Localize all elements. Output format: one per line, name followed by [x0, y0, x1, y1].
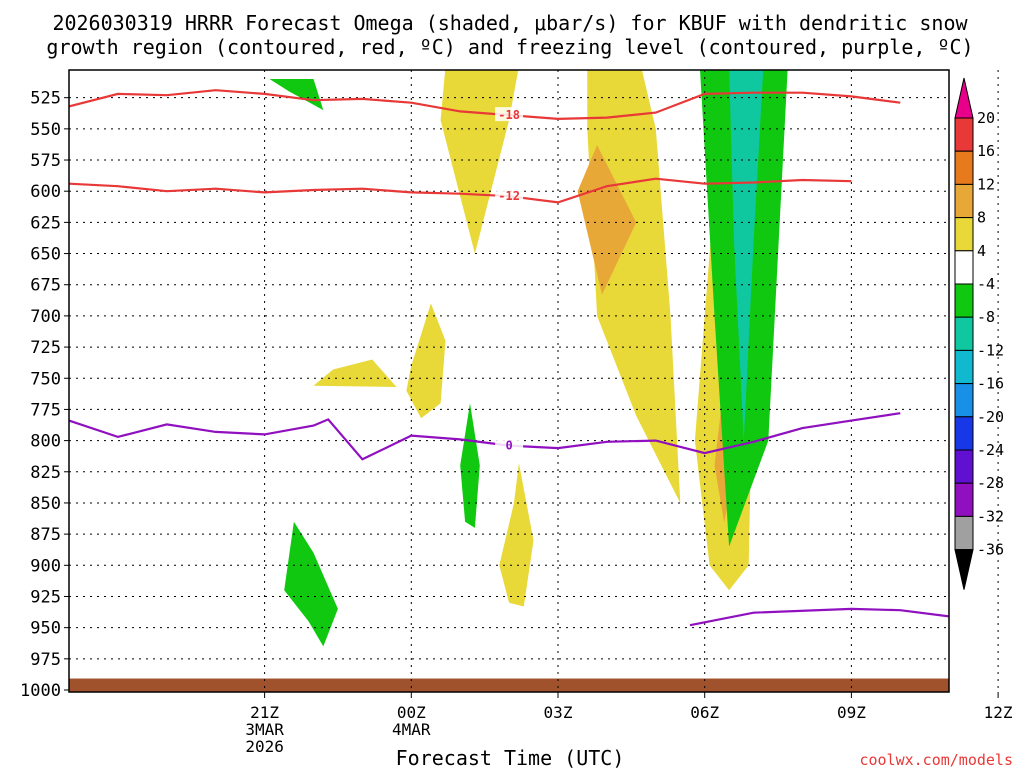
omega-region-6 [406, 303, 446, 419]
y-tick-label-900: 900 [30, 556, 61, 576]
y-tick-label-775: 775 [30, 400, 61, 420]
colorbar-swatch-1 [954, 117, 974, 152]
y-tick-label-575: 575 [30, 151, 61, 171]
colorbar-swatch-8 [954, 349, 974, 385]
dgz-contour-label-bg-1 [495, 188, 524, 203]
x-tick-label-06Z: 06Z [690, 703, 719, 722]
colorbar-label-10: -24 [977, 441, 1004, 459]
y-tick-label-750: 750 [30, 369, 61, 389]
colorbar-label-13: -36 [977, 541, 1004, 559]
dgz-contour-label-1: -12 [498, 189, 520, 203]
colorbar-label-3: 8 [977, 209, 986, 227]
colorbar-swatch-12 [954, 482, 974, 517]
colorbar: 20 16 12 8 4 -4 -8 -12 -16 -20 -24 -28 -32 -36 [954, 77, 1004, 590]
y-tick-label-625: 625 [30, 213, 61, 233]
freezing-level-contour-label-0: 0 [505, 439, 512, 453]
x-tick-label-09Z: 09Z [837, 703, 866, 722]
omega-region-2 [577, 145, 637, 295]
omega-shading [69, 70, 949, 692]
x-tick-label-00Z: 00Z [397, 703, 426, 722]
colorbar-top-triangle [954, 77, 974, 119]
colorbar-swatch-13 [954, 515, 974, 551]
colorbar-label-5: -4 [977, 275, 995, 293]
y-tick-label-725: 725 [30, 338, 61, 358]
omega-region-9 [729, 70, 764, 441]
colorbar-label-0: 20 [977, 109, 995, 127]
y-tick-label-925: 925 [30, 587, 61, 607]
colorbar-label-4: 4 [977, 242, 986, 260]
colorbar-swatch-9 [954, 383, 974, 418]
omega-region-5 [313, 359, 397, 387]
dgz-contour-0 [69, 89, 901, 121]
y-tick-label-850: 850 [30, 494, 61, 514]
colorbar-swatch-4 [954, 217, 974, 252]
colorbar-label-2: 12 [977, 175, 995, 193]
colorbar-swatch-7 [954, 316, 974, 351]
colorbar-bottom-triangle [954, 549, 974, 590]
y-tick-label-525: 525 [30, 89, 61, 109]
y-axis: 525 550 575 600 625 650 675 700 725 750 775 800 825 8… [20, 89, 69, 701]
dgz-contour-label-0: -18 [498, 108, 520, 122]
y-tick-label-675: 675 [30, 276, 61, 296]
freezing-level-contour-label-bg-0 [495, 437, 524, 452]
colorbar-label-8: -16 [977, 375, 1004, 393]
y-tick-label-700: 700 [30, 307, 61, 327]
colorbar-swatch-11 [954, 449, 974, 484]
x-axis-label: Forecast Time (UTC) [396, 746, 625, 768]
y-tick-label-875: 875 [30, 525, 61, 545]
colorbar-swatch-2 [954, 150, 974, 185]
x-tick-label-21Z: 21Z [250, 703, 279, 722]
colorbar-swatch-5 [954, 250, 974, 285]
colorbar-label-12: -32 [977, 507, 1004, 525]
colorbar-label-7: -12 [977, 341, 1004, 359]
terrain-strip [69, 678, 949, 692]
colorbar-swatch-3 [954, 183, 974, 219]
y-tick-label-550: 550 [30, 120, 61, 140]
colorbar-label-6: -8 [977, 308, 995, 326]
x-tick-year-21Z: 2026 [245, 737, 284, 756]
omega-region-12 [284, 521, 338, 647]
y-tick-label-650: 650 [30, 245, 61, 265]
freezing-level-contour-0 [69, 412, 901, 461]
x-tick-label-12Z: 12Z [984, 703, 1013, 722]
y-tick-label-825: 825 [30, 463, 61, 483]
omega-region-0 [440, 70, 519, 254]
y-tick-label-975: 975 [30, 650, 61, 670]
watermark: coolwx.com/models [859, 751, 1013, 768]
colorbar-swatch-6 [954, 283, 974, 318]
x-tick-sublabel-00Z: 4MAR [392, 720, 431, 739]
freezing-level-contour-1 [689, 607, 949, 627]
grid-lines [69, 70, 999, 692]
colorbar-swatch-10 [954, 416, 974, 451]
dgz-contour-1 [69, 177, 852, 204]
y-tick-label-1000: 1000 [20, 681, 61, 701]
omega-region-10 [269, 79, 324, 111]
omega-region-7 [499, 463, 534, 607]
y-tick-label-600: 600 [30, 182, 61, 202]
chart-title-line-2: growth region (contoured, red, ºC) and f… [46, 35, 973, 59]
dgz-contour-label-bg-0 [495, 107, 524, 122]
colorbar-label-1: 16 [977, 142, 995, 160]
plot-frame [68, 69, 950, 693]
x-tick-label-03Z: 03Z [544, 703, 573, 722]
x-tick-sublabel-21Z: 3MAR [245, 720, 284, 739]
chart-title-line-1: 2026030319 HRRR Forecast Omega (shaded, … [52, 11, 968, 35]
contour-lines: -18 -12 0 [69, 89, 949, 627]
y-tick-label-950: 950 [30, 619, 61, 639]
colorbar-label-11: -28 [977, 474, 1004, 492]
y-tick-label-800: 800 [30, 432, 61, 452]
colorbar-label-9: -20 [977, 408, 1004, 426]
omega-region-11 [460, 403, 480, 528]
